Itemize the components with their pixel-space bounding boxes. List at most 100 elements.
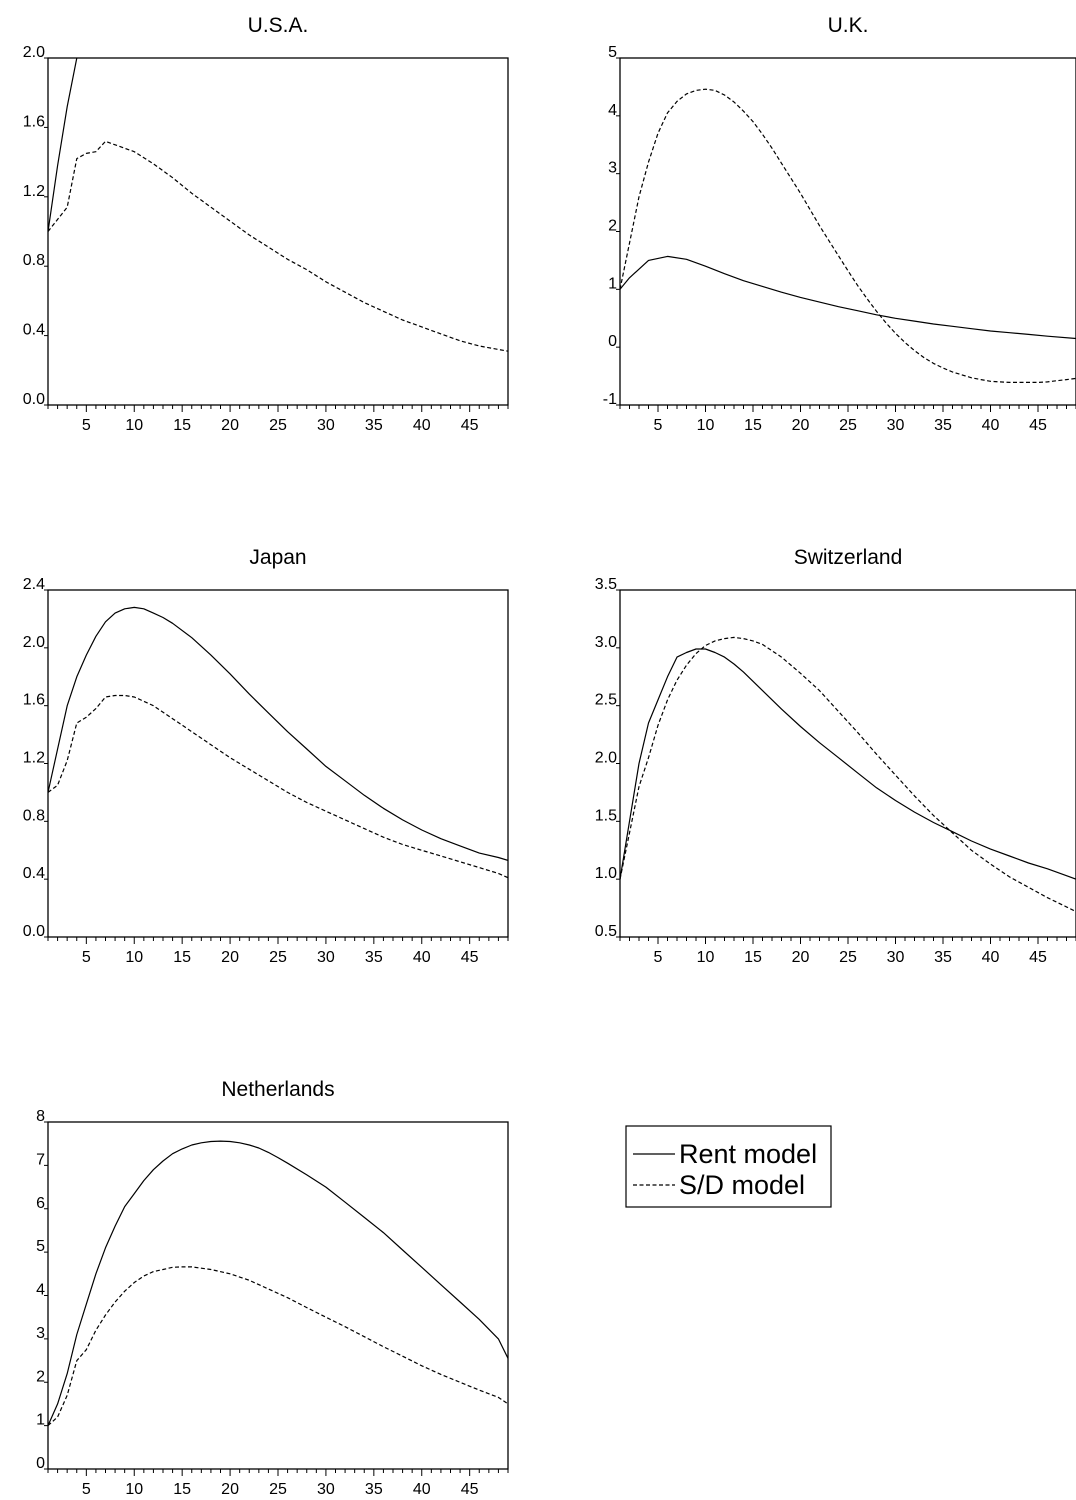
y-tick-label: 0.4 <box>23 865 45 882</box>
x-tick-label: 5 <box>82 417 91 434</box>
x-tick-label: 25 <box>839 949 857 966</box>
x-tick-label: 20 <box>792 949 810 966</box>
y-tick-label: 2.5 <box>595 692 617 709</box>
series-line-rent-model <box>620 648 1076 880</box>
x-tick-label: 10 <box>125 1481 143 1498</box>
chart-title: U.S.A. <box>248 14 309 37</box>
x-tick-label: 10 <box>697 417 715 434</box>
y-tick-label: 2.0 <box>23 44 45 61</box>
y-tick-label: 0 <box>36 1455 45 1472</box>
x-tick-label: 40 <box>982 949 1000 966</box>
y-tick-label: 4 <box>608 102 617 119</box>
x-tick-label: 45 <box>1029 949 1047 966</box>
y-tick-label: 1 <box>36 1412 45 1429</box>
plot-frame <box>47 1121 509 1470</box>
x-tick-label: 35 <box>365 1481 383 1498</box>
y-tick-label: 6 <box>36 1195 45 1212</box>
x-tick-label: 40 <box>413 949 431 966</box>
y-tick-label: 2.0 <box>595 750 617 767</box>
y-tick-label: 0.0 <box>23 923 45 940</box>
y-tick-label: 5 <box>608 44 617 61</box>
legend-label-s-d-model: S/D model <box>679 1170 805 1200</box>
y-tick-label: 1.0 <box>595 865 617 882</box>
x-tick-label: 10 <box>125 949 143 966</box>
x-tick-label: 35 <box>365 949 383 966</box>
x-tick-label: 5 <box>82 949 91 966</box>
chart-japan: Japan 0.0 0.4 0.8 1.2 1.6 2.0 2.4 5 10 15 20 25 30 35 4… <box>23 546 509 966</box>
series-line-s-d-model <box>620 88 1076 383</box>
series-line-rent-model <box>48 606 508 861</box>
chart-title: Switzerland <box>794 546 903 569</box>
series-line-rent-model <box>620 255 1076 340</box>
x-tick-label: 20 <box>221 1481 239 1498</box>
x-tick-label: 20 <box>792 417 810 434</box>
plot-frame <box>619 57 1076 406</box>
x-tick-label: 10 <box>125 417 143 434</box>
x-tick-label: 15 <box>744 949 762 966</box>
y-tick-label: 8 <box>36 1108 45 1125</box>
x-tick-label: 15 <box>173 417 191 434</box>
y-tick-label: 0.5 <box>595 923 617 940</box>
x-tick-label: 20 <box>221 417 239 434</box>
series-line-s-d-model <box>48 140 508 352</box>
x-tick-label: 15 <box>173 949 191 966</box>
x-tick-label: 30 <box>317 949 335 966</box>
x-tick-label: 45 <box>1029 417 1047 434</box>
y-tick-label: 5 <box>36 1238 45 1255</box>
plot-frame <box>619 589 1076 938</box>
x-tick-label: 30 <box>317 1481 335 1498</box>
y-tick-label: 2 <box>36 1368 45 1385</box>
chart-switzerland: Switzerland 0.5 1.0 1.5 2.0 2.5 3.0 3.5 5 10 15 20 2… <box>595 546 1076 966</box>
y-tick-label: 2 <box>608 218 617 235</box>
y-tick-label: 1.2 <box>23 183 45 200</box>
y-tick-label: 0.0 <box>23 391 45 408</box>
x-tick-label: 40 <box>413 1481 431 1498</box>
series-line-rent-model <box>48 58 78 232</box>
legend-box <box>625 1125 832 1208</box>
y-tick-label: 1.2 <box>23 750 45 767</box>
y-tick-label: 7 <box>36 1151 45 1168</box>
x-tick-label: 30 <box>887 949 905 966</box>
chart-u-s-a: U.S.A. 0.0 0.4 0.8 1.2 1.6 2.0 5 10 15 20 25 30 35 40 4… <box>23 14 509 434</box>
x-tick-label: 5 <box>82 1481 91 1498</box>
y-tick-label: 0.4 <box>23 322 45 339</box>
y-tick-label: 3.5 <box>595 576 617 593</box>
x-tick-label: 35 <box>934 417 952 434</box>
x-tick-label: 40 <box>413 417 431 434</box>
y-tick-label: 1.5 <box>595 807 617 824</box>
x-tick-label: 25 <box>269 1481 287 1498</box>
x-tick-label: 25 <box>269 949 287 966</box>
series-line-s-d-model <box>48 694 508 879</box>
chart-title: U.K. <box>828 14 869 37</box>
y-tick-label: 3 <box>36 1325 45 1342</box>
x-tick-label: 45 <box>461 949 479 966</box>
chart-title: Japan <box>249 546 306 569</box>
y-tick-label: 2.4 <box>23 576 45 593</box>
legend-label-rent-model: Rent model <box>679 1139 817 1169</box>
plot-frame <box>47 589 509 938</box>
x-tick-label: 15 <box>744 417 762 434</box>
x-tick-label: 45 <box>461 417 479 434</box>
x-tick-label: 25 <box>839 417 857 434</box>
series-line-s-d-model <box>48 1266 508 1427</box>
chart-title: Netherlands <box>221 1078 334 1101</box>
plot-frame <box>47 57 509 406</box>
y-tick-label: 1.6 <box>23 692 45 709</box>
x-tick-label: 45 <box>461 1481 479 1498</box>
x-tick-label: 25 <box>269 417 287 434</box>
x-tick-label: 5 <box>654 949 663 966</box>
x-tick-label: 30 <box>887 417 905 434</box>
y-tick-label: 0.8 <box>23 807 45 824</box>
series-line-rent-model <box>48 1140 508 1426</box>
y-tick-label: -1 <box>603 391 617 408</box>
y-tick-label: 4 <box>36 1282 45 1299</box>
x-tick-label: 5 <box>654 417 663 434</box>
x-tick-label: 20 <box>221 949 239 966</box>
y-tick-label: 3.0 <box>595 634 617 651</box>
series-line-s-d-model <box>620 636 1076 913</box>
y-tick-label: 0.8 <box>23 252 45 269</box>
y-tick-label: 3 <box>608 160 617 177</box>
